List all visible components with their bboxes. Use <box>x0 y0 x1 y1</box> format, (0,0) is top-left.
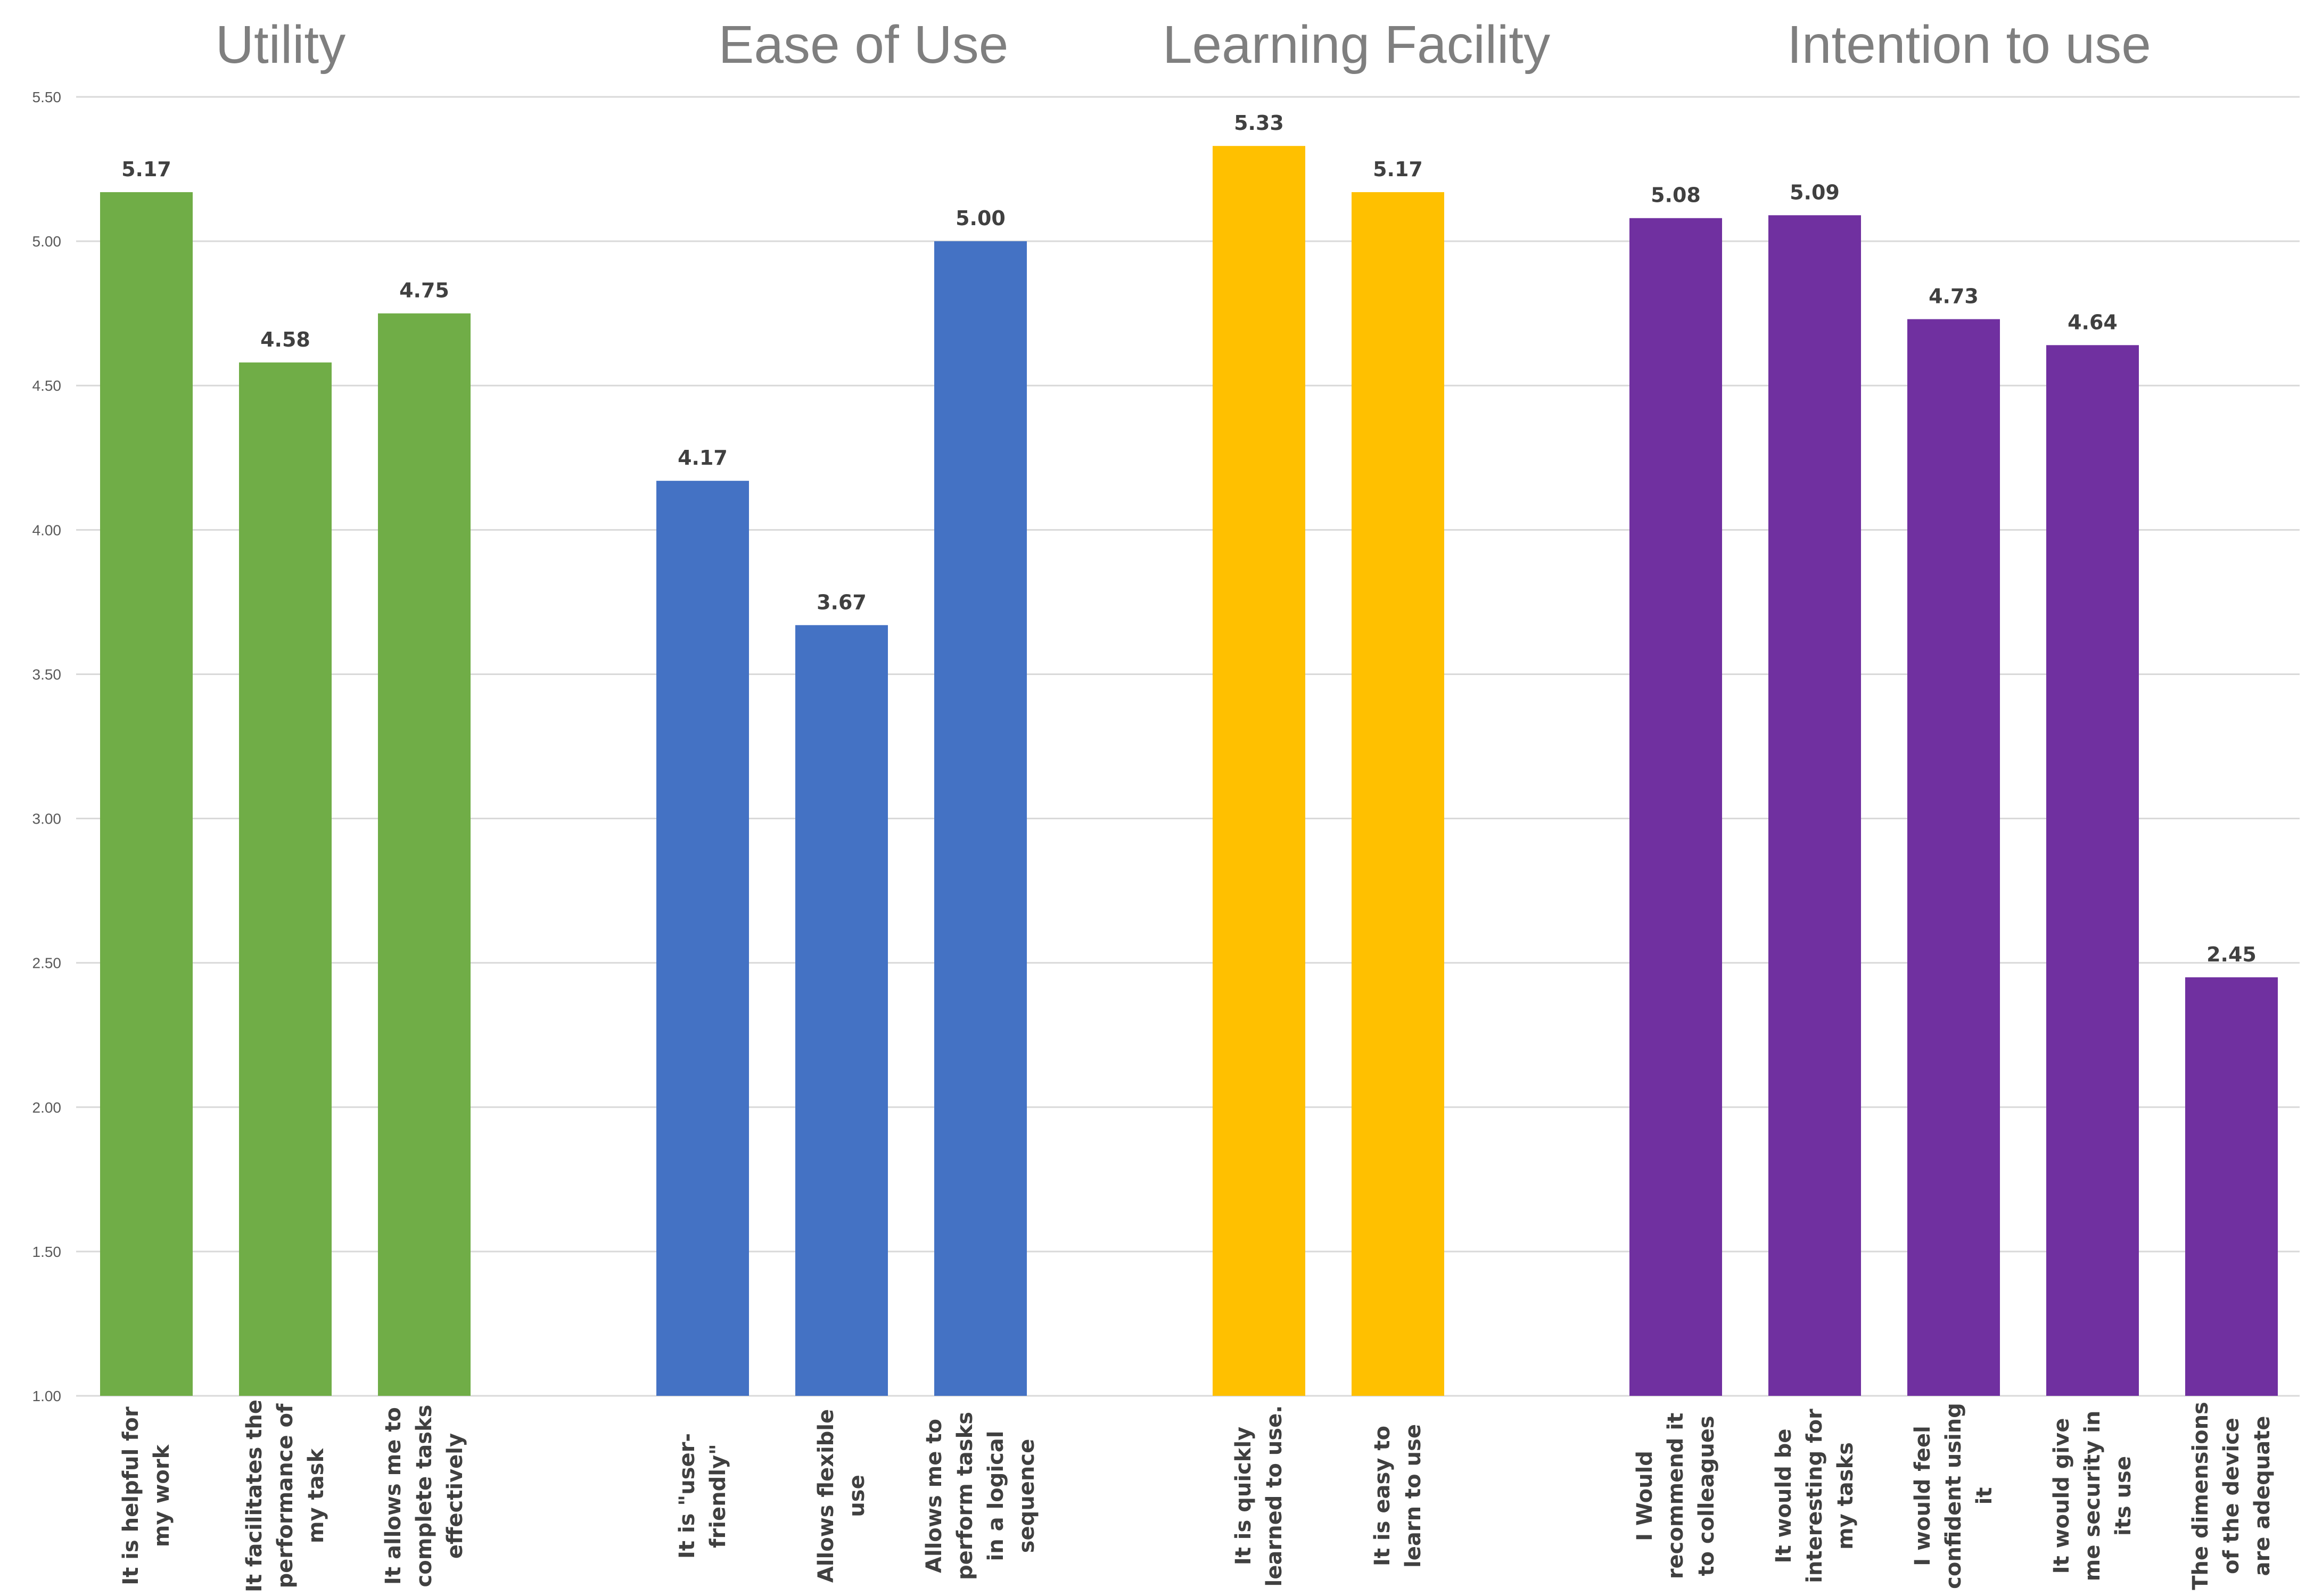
category-label-line: my work <box>150 1444 174 1547</box>
category-label: It would give me security in its use <box>2049 1411 2136 1582</box>
category-label-line: in a logical <box>984 1431 1008 1561</box>
category-label-line: It is quickly <box>1231 1427 1256 1565</box>
category-label: It is "user-friendly" <box>675 1433 730 1559</box>
category-label-line: to colleagues <box>1694 1416 1719 1576</box>
category-label: It is quickly learned to use. <box>1231 1405 1287 1587</box>
bar <box>1907 319 2000 1396</box>
category-label: Allows me to perform tasks in a logical seq… <box>922 1412 1039 1580</box>
category-label-line: it <box>1972 1487 1997 1505</box>
group-title: Learning Facility <box>1163 15 1550 75</box>
bar <box>934 241 1027 1396</box>
y-tick-label: 5.00 <box>32 233 62 250</box>
value-label: 5.09 <box>1790 180 1840 204</box>
category-label: The dimensions of the device are adequate <box>2188 1402 2275 1590</box>
category-label-line: me security in <box>2080 1411 2105 1582</box>
category-label: It would be interesting for my tasks <box>1772 1409 1858 1583</box>
value-label: 4.17 <box>678 446 728 470</box>
value-labels: 5.17 4.58 4.75 4.17 3.67 5.00 5.33 5.17 5.08 5.09… <box>121 111 2257 966</box>
category-label-line: my task <box>304 1448 328 1544</box>
category-label-line: It is easy to <box>1370 1426 1395 1566</box>
category-label-line: its use <box>2111 1456 2136 1536</box>
y-tick-label: 1.00 <box>32 1388 62 1404</box>
category-label-line: I would feel <box>1911 1426 1935 1566</box>
value-label: 2.45 <box>2206 943 2257 966</box>
category-label-line: Allows flexible <box>814 1409 838 1583</box>
category-label-line: sequence <box>1015 1439 1039 1553</box>
category-label-line: performance of <box>273 1403 298 1588</box>
value-label: 5.00 <box>956 207 1006 230</box>
category-label-line: confident using <box>1941 1403 1966 1589</box>
group-title: Intention to use <box>1787 15 2151 75</box>
y-tick-label: 3.00 <box>32 811 62 827</box>
y-axis: 1.00 1.50 2.00 2.50 3.00 3.50 4.00 4.50 5.00 5.50 <box>32 89 62 1404</box>
value-label: 4.64 <box>2068 310 2118 334</box>
bar <box>2046 345 2139 1396</box>
y-tick-label: 2.00 <box>32 1099 62 1116</box>
category-label: Allows flexible use <box>814 1409 869 1583</box>
category-label: It allows me to complete tasks effectively <box>381 1405 467 1587</box>
bar <box>378 313 471 1396</box>
value-label: 5.17 <box>121 158 171 181</box>
bar <box>795 625 888 1396</box>
category-label-line: friendly" <box>706 1444 730 1548</box>
bar <box>656 481 749 1396</box>
category-label: It is easy to learn to use <box>1370 1424 1426 1568</box>
bar <box>1352 192 1444 1396</box>
bar <box>1768 215 1861 1396</box>
y-tick-label: 4.00 <box>32 522 62 538</box>
bar <box>2185 977 2278 1396</box>
category-labels: It is helpful for my work It facilitates t… <box>119 1400 2275 1592</box>
value-label: 4.75 <box>399 279 449 302</box>
category-label-line: I Would <box>1633 1451 1657 1541</box>
category-label-line: It is helpful for <box>119 1406 143 1585</box>
y-tick-label: 4.50 <box>32 377 62 394</box>
bars <box>100 146 2278 1396</box>
category-label-line: recommend it <box>1664 1413 1688 1579</box>
category-label: It facilitates the performance of my task <box>242 1400 328 1592</box>
value-label: 3.67 <box>817 590 867 614</box>
bar <box>239 362 332 1396</box>
value-label: 5.33 <box>1234 111 1284 135</box>
value-label: 5.17 <box>1373 158 1423 181</box>
y-tick-label: 5.50 <box>32 89 62 105</box>
category-label-line: It is "user- <box>675 1433 699 1559</box>
category-label-line: It facilitates the <box>242 1400 267 1592</box>
bar <box>100 192 193 1396</box>
bar <box>1213 146 1305 1396</box>
y-tick-label: 2.50 <box>32 955 62 972</box>
group-titles: Utility Ease of Use Learning Facility Inten… <box>216 15 2151 75</box>
category-label: It is helpful for my work <box>119 1406 174 1585</box>
value-label: 4.73 <box>1929 285 1979 308</box>
category-label-line: learned to use. <box>1262 1405 1287 1587</box>
category-label-line: of the device <box>2219 1418 2244 1574</box>
category-label-line: It would give <box>2049 1418 2074 1574</box>
category-label-line: learn to use <box>1401 1424 1426 1568</box>
value-label: 5.08 <box>1651 184 1701 207</box>
category-label-line: perform tasks <box>953 1412 977 1580</box>
category-label-line: Allows me to <box>922 1419 946 1573</box>
value-label: 4.58 <box>260 328 310 351</box>
category-label: I would feel confident using it <box>1911 1403 1997 1589</box>
category-label: I Would recommend it to colleagues <box>1633 1413 1719 1579</box>
group-title: Utility <box>216 15 345 75</box>
category-label-line: The dimensions <box>2188 1402 2213 1590</box>
bar <box>1629 218 1722 1396</box>
y-tick-label: 3.50 <box>32 666 62 682</box>
category-label-line: use <box>845 1475 869 1517</box>
y-tick-label: 1.50 <box>32 1244 62 1260</box>
group-title: Ease of Use <box>719 15 1009 75</box>
category-label-line: complete tasks <box>412 1405 437 1587</box>
category-label-line: are adequate <box>2250 1416 2275 1576</box>
category-label-line: interesting for <box>1802 1409 1827 1583</box>
category-label-line: It would be <box>1772 1429 1796 1564</box>
category-label-line: It allows me to <box>381 1407 406 1585</box>
category-label-line: effectively <box>443 1433 467 1559</box>
category-label-line: my tasks <box>1833 1442 1858 1550</box>
